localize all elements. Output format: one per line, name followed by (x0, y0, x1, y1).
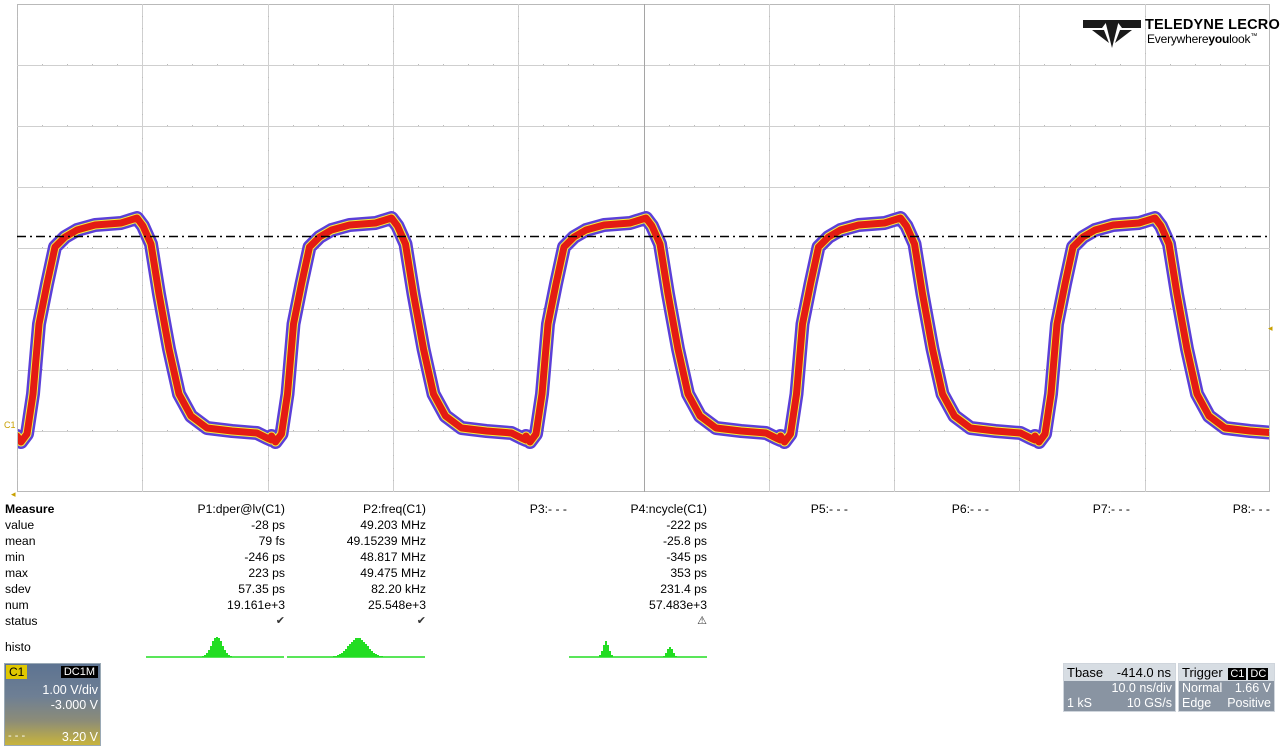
measure-table[interactable]: Measure P1:dper@lv(C1) P2:freq(C1) P3:- … (0, 502, 1280, 662)
channel-vdiv: 1.00 V/div (42, 683, 98, 697)
measure-row-value: value -28 ps 49.203 MHz -222 ps (0, 518, 1280, 534)
histo-row: histo (0, 640, 1280, 656)
histogram-p2[interactable] (287, 632, 425, 658)
measure-cell-p1-num: 19.161e+3 (227, 598, 285, 612)
lecroy-emblem-icon (1083, 20, 1141, 48)
waveform-grid[interactable] (17, 4, 1270, 492)
measure-row-label: value (5, 518, 35, 532)
histogram-p1[interactable] (146, 632, 284, 658)
measure-cell-p2-num: 25.548e+3 (368, 598, 426, 612)
measure-cell-p1-status: ✔ (275, 615, 285, 627)
teledyne-lecroy-logo: TELEDYNE LECROY Everywhereyoulook™ (1083, 17, 1280, 49)
measure-row-mean: mean 79 fs 49.15239 MHz -25.8 ps (0, 534, 1280, 550)
timebase-title: Tbase (1067, 665, 1104, 680)
trigger-header: Trigger C1 DC (1179, 664, 1274, 681)
trigger-type: Edge (1182, 696, 1212, 710)
timebase-descriptor[interactable]: Tbase -414.0 ns 10.0 ns/div 1 kS 10 GS/s (1063, 663, 1176, 712)
trigger-descriptor[interactable]: Trigger C1 DC Normal 1.66 V Edge Positive (1178, 663, 1275, 712)
time-origin-marker[interactable]: ◂ (11, 489, 16, 499)
measure-cell-p4-sdev: 231.4 ps (660, 582, 707, 596)
channel-offset: -3.000 V (50, 698, 98, 712)
measure-row-label: max (5, 566, 29, 580)
trigger-mode: Normal (1182, 681, 1223, 695)
histogram-p4[interactable] (569, 632, 707, 658)
measure-row-label: min (5, 550, 25, 564)
measure-row-label: status (5, 614, 38, 628)
measure-header-row: Measure P1:dper@lv(C1) P2:freq(C1) P3:- … (0, 502, 1280, 518)
measure-row-num: num 19.161e+3 25.548e+3 57.483e+3 (0, 598, 1280, 614)
measure-row-min: min -246 ps 48.817 MHz -345 ps (0, 550, 1280, 566)
param-header-p2[interactable]: P2:freq(C1) (363, 502, 426, 516)
measure-cell-p2-sdev: 82.20 kHz (371, 582, 426, 596)
measure-cell-p1-max: 223 ps (248, 566, 285, 580)
timebase-samples: 1 kS (1067, 696, 1093, 710)
measure-row-status: status ✔ ✔ ⚠ (0, 614, 1280, 630)
param-header-p3[interactable]: P3:- - - (529, 502, 567, 516)
param-header-p4[interactable]: P4:ncycle(C1) (630, 502, 707, 516)
measure-cell-p2-value: 49.203 MHz (360, 518, 426, 532)
measure-cell-p2-status: ✔ (416, 615, 426, 627)
trigger-slope: Positive (1227, 696, 1271, 710)
histo-label: histo (5, 640, 31, 654)
trigger-title: Trigger (1182, 665, 1223, 680)
measure-cell-p4-max: 353 ps (670, 566, 707, 580)
param-header-p6[interactable]: P6:- - - (951, 502, 989, 516)
measure-cell-p2-mean: 49.15239 MHz (346, 534, 426, 548)
measure-cell-p1-value: -28 ps (251, 518, 285, 532)
param-header-p1[interactable]: P1:dper@lv(C1) (197, 502, 285, 516)
measure-cell-p4-min: -345 ps (666, 550, 707, 564)
channel-tag: C1 (6, 665, 28, 679)
trigger-source: C1 (1228, 668, 1247, 680)
brand-tagline: Everywhereyoulook™ (1147, 32, 1258, 46)
channel-level-marker: - - - (8, 730, 26, 742)
timebase-delay: -414.0 ns (1116, 665, 1171, 680)
measure-cell-p4-status: ⚠ (697, 615, 707, 627)
measure-cell-p1-sdev: 57.35 ps (238, 582, 285, 596)
measure-row-sdev: sdev 57.35 ps 82.20 kHz 231.4 ps (0, 582, 1280, 598)
channel-trigger-level: 3.20 V (61, 730, 98, 744)
trigger-level-marker[interactable]: ◂ (1268, 323, 1273, 333)
measure-cell-p1-mean: 79 fs (258, 534, 285, 548)
timebase-rate: 10 GS/s (1126, 696, 1172, 710)
param-header-p5[interactable]: P5:- - - (810, 502, 848, 516)
brand-name: TELEDYNE LECROY (1145, 17, 1280, 33)
param-header-p8[interactable]: P8:- - - (1232, 502, 1270, 516)
trigger-coupling: DC (1248, 668, 1269, 680)
trace-c1[interactable] (17, 214, 1270, 446)
channel-c1-descriptor[interactable]: C1 DC1M 1.00 V/div -3.000 V - - - 3.20 V (4, 663, 101, 746)
measure-cell-p4-mean: -25.8 ps (662, 534, 707, 548)
timebase-tdiv: 10.0 ns/div (1111, 681, 1172, 695)
channel-marker-c1[interactable]: C1 (4, 420, 16, 430)
measure-cell-p4-value: -222 ps (666, 518, 707, 532)
channel-coupling: DC1M (60, 666, 98, 678)
measure-cell-p4-num: 57.483e+3 (649, 598, 707, 612)
trigger-level: 1.66 V (1234, 681, 1271, 695)
measure-cell-p2-min: 48.817 MHz (360, 550, 426, 564)
measure-cell-p2-max: 49.475 MHz (360, 566, 426, 580)
measure-row-max: max 223 ps 49.475 MHz 353 ps (0, 566, 1280, 582)
measure-row-label: sdev (5, 582, 31, 596)
measure-row-label: mean (5, 534, 36, 548)
measure-cell-p1-min: -246 ps (244, 550, 285, 564)
timebase-header: Tbase -414.0 ns (1064, 664, 1175, 681)
param-header-p7[interactable]: P7:- - - (1092, 502, 1130, 516)
waveform-display[interactable] (17, 4, 1270, 492)
measure-title: Measure (5, 502, 55, 516)
measure-row-label: num (5, 598, 29, 612)
